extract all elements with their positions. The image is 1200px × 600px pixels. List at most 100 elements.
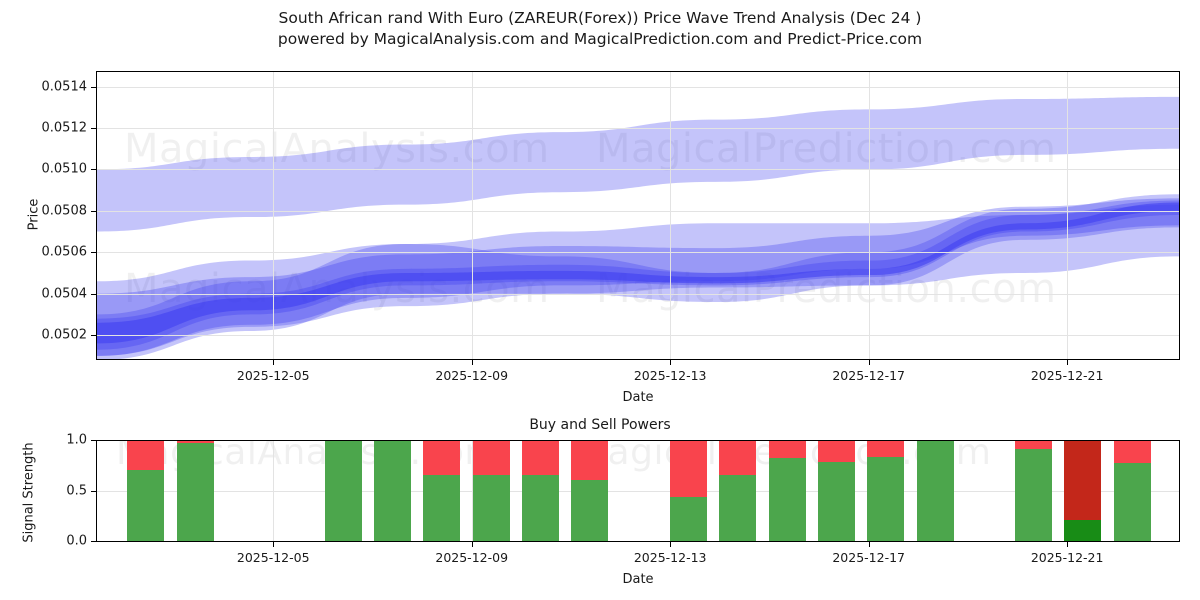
wave-area	[96, 71, 1180, 360]
bar-stack[interactable]	[176, 440, 214, 542]
x-tick-label: 2025-12-09	[435, 550, 509, 565]
y-tick-label: 0.0506	[41, 244, 88, 260]
x-tick-mark	[273, 542, 275, 547]
x-tick-mark	[1067, 360, 1069, 365]
bar-segment-buy	[127, 469, 165, 542]
bar-segment-sell	[423, 440, 461, 475]
y-tick-label: 0.0	[66, 533, 87, 549]
gridline-horizontal	[96, 210, 1180, 212]
bar-x-axis-label: Date	[622, 572, 654, 587]
bar-segment-sell	[867, 440, 905, 458]
gridline-vertical	[273, 440, 275, 542]
x-tick-label: 2025-12-13	[633, 550, 707, 565]
y-tick-mark	[91, 252, 96, 254]
x-tick-label: 2025-12-09	[435, 368, 509, 383]
bar-segment-sell	[669, 440, 707, 498]
bar-stack[interactable]	[669, 440, 707, 542]
x-tick-mark	[273, 360, 275, 365]
y-tick-mark	[91, 440, 96, 441]
x-tick-label: 2025-12-17	[832, 550, 905, 565]
y-tick-label: 0.0512	[41, 120, 88, 136]
bar-stack[interactable]	[571, 440, 609, 542]
y-tick-mark	[91, 86, 96, 88]
gridline-horizontal	[96, 293, 1180, 295]
gridline-horizontal	[96, 335, 1180, 337]
x-tick-mark	[868, 542, 870, 547]
wave-band-upper-channel	[96, 96, 1180, 232]
bar-stack[interactable]	[127, 440, 165, 542]
bar-stack[interactable]	[916, 440, 954, 542]
buy-sell-powers-chart: MagicalAnalysis.comMagicalPrediction.com…	[66, 433, 1180, 565]
bar-segment-sell	[1113, 440, 1151, 464]
bar-segment-buy	[423, 474, 461, 542]
gridline-horizontal	[96, 86, 1180, 88]
y-tick-mark	[91, 541, 96, 542]
gridline-vertical	[471, 440, 473, 542]
gridline-vertical	[471, 71, 473, 360]
bar-segment-sell	[521, 440, 559, 475]
x-tick-mark	[670, 542, 672, 547]
title-line-1: South African rand With Euro (ZAREUR(For…	[278, 9, 922, 27]
gridline-horizontal	[96, 252, 1180, 254]
x-tick-label: 2025-12-21	[1030, 368, 1104, 383]
bar-segment-buy	[324, 440, 362, 542]
page-title: South African rand With Euro (ZAREUR(For…	[0, 8, 1200, 50]
y-tick-label: 0.0502	[41, 327, 88, 343]
bar-stack[interactable]	[373, 440, 411, 542]
bar-stack[interactable]	[1113, 440, 1151, 542]
bar-segment-sell	[817, 440, 855, 463]
bar-stack[interactable]	[1064, 440, 1102, 542]
bar-segment-buy	[1064, 519, 1102, 542]
y-tick-label: 0.5	[66, 483, 87, 499]
x-tick-label: 2025-12-21	[1030, 550, 1104, 565]
y-tick-label: 0.0510	[41, 161, 88, 177]
bar-stack[interactable]	[768, 440, 806, 542]
x-tick-label: 2025-12-17	[832, 368, 905, 383]
y-tick-mark	[91, 169, 96, 171]
bar-segment-buy	[571, 479, 609, 542]
bar-stack[interactable]	[521, 440, 559, 542]
bar-y-axis-label: Signal Strength	[21, 442, 37, 543]
bar-stack[interactable]	[1015, 440, 1053, 542]
bar-stack[interactable]	[324, 440, 362, 542]
y-tick-label: 0.0508	[41, 203, 88, 219]
x-tick-mark	[471, 542, 473, 547]
gridline-horizontal	[96, 127, 1180, 129]
bar-segment-buy	[521, 474, 559, 542]
gridline-horizontal	[96, 169, 1180, 171]
bar-segment-buy	[867, 457, 905, 542]
y-tick-mark	[91, 335, 96, 337]
y-tick-mark	[91, 293, 96, 295]
bar-stack[interactable]	[719, 440, 757, 542]
main-x-axis-label: Date	[622, 390, 654, 405]
bar-segment-buy	[669, 497, 707, 542]
bar-segment-buy	[1015, 449, 1053, 542]
y-tick-mark	[91, 210, 96, 212]
x-tick-mark	[1067, 542, 1069, 547]
y-tick-mark	[91, 491, 96, 492]
bar-stack[interactable]	[472, 440, 510, 542]
bar-segment-buy	[719, 474, 757, 542]
bar-stack[interactable]	[423, 440, 461, 542]
x-tick-mark	[670, 360, 672, 365]
bar-segment-buy	[176, 443, 214, 542]
bar-stack[interactable]	[817, 440, 855, 542]
price-wave-chart: MagicalAnalysis.com MagicalPrediction.com…	[42, 71, 1180, 383]
bar-segment-sell	[719, 440, 757, 475]
bar-chart-title: Buy and Sell Powers	[529, 417, 671, 433]
x-tick-mark	[868, 360, 870, 365]
bar-segment-sell	[176, 440, 214, 444]
bar-segment-buy	[1113, 463, 1151, 542]
y-tick-label: 1.0	[66, 432, 87, 448]
y-tick-mark	[91, 127, 96, 129]
bar-segment-sell	[472, 440, 510, 475]
gridline-vertical	[273, 71, 275, 360]
bar-segment-sell	[1064, 440, 1102, 520]
bar-segment-sell	[571, 440, 609, 480]
title-line-2: powered by MagicalAnalysis.com and Magic…	[277, 30, 923, 48]
y-tick-label: 0.0504	[41, 286, 88, 302]
bar-stack[interactable]	[867, 440, 905, 542]
bar-segment-sell	[1015, 440, 1053, 450]
gridline-vertical	[868, 71, 870, 360]
